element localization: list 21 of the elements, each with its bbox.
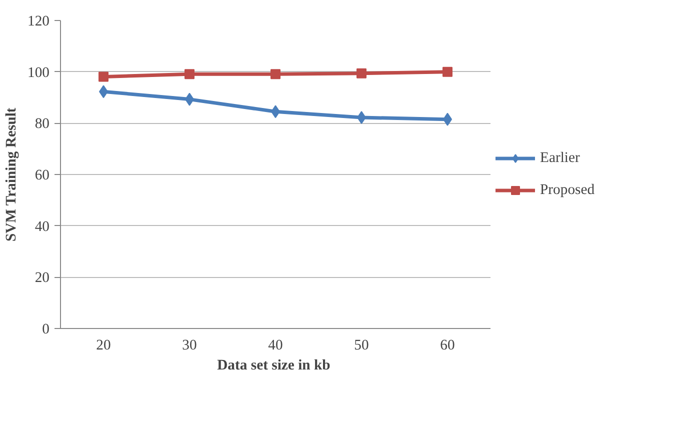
y-tick-label: 20 [34,270,50,286]
x-tick-label: 30 [182,338,197,354]
legend-label: Earlier [540,150,580,166]
y-axis-title: SVM Training Result [4,108,20,242]
point [442,66,452,77]
x-tick-label: 50 [354,338,369,354]
point [184,69,194,80]
y-tick-label: 100 [28,64,50,81]
legend-label: Proposed [540,182,595,198]
x-tick-label: 20 [96,338,111,354]
x-tick-label: 60 [440,338,455,354]
x-axis-title: Data set size in kb [217,358,330,374]
y-tick-label: 120 [28,14,50,30]
y-tick-label: 40 [34,218,50,235]
point [98,72,108,82]
point [270,69,280,80]
y-tick-label: 0 [42,322,50,338]
y-tick-label: 60 [34,168,50,184]
point [356,68,366,78]
x-tick-label: 40 [268,338,283,354]
y-tick-label: 80 [34,116,50,132]
